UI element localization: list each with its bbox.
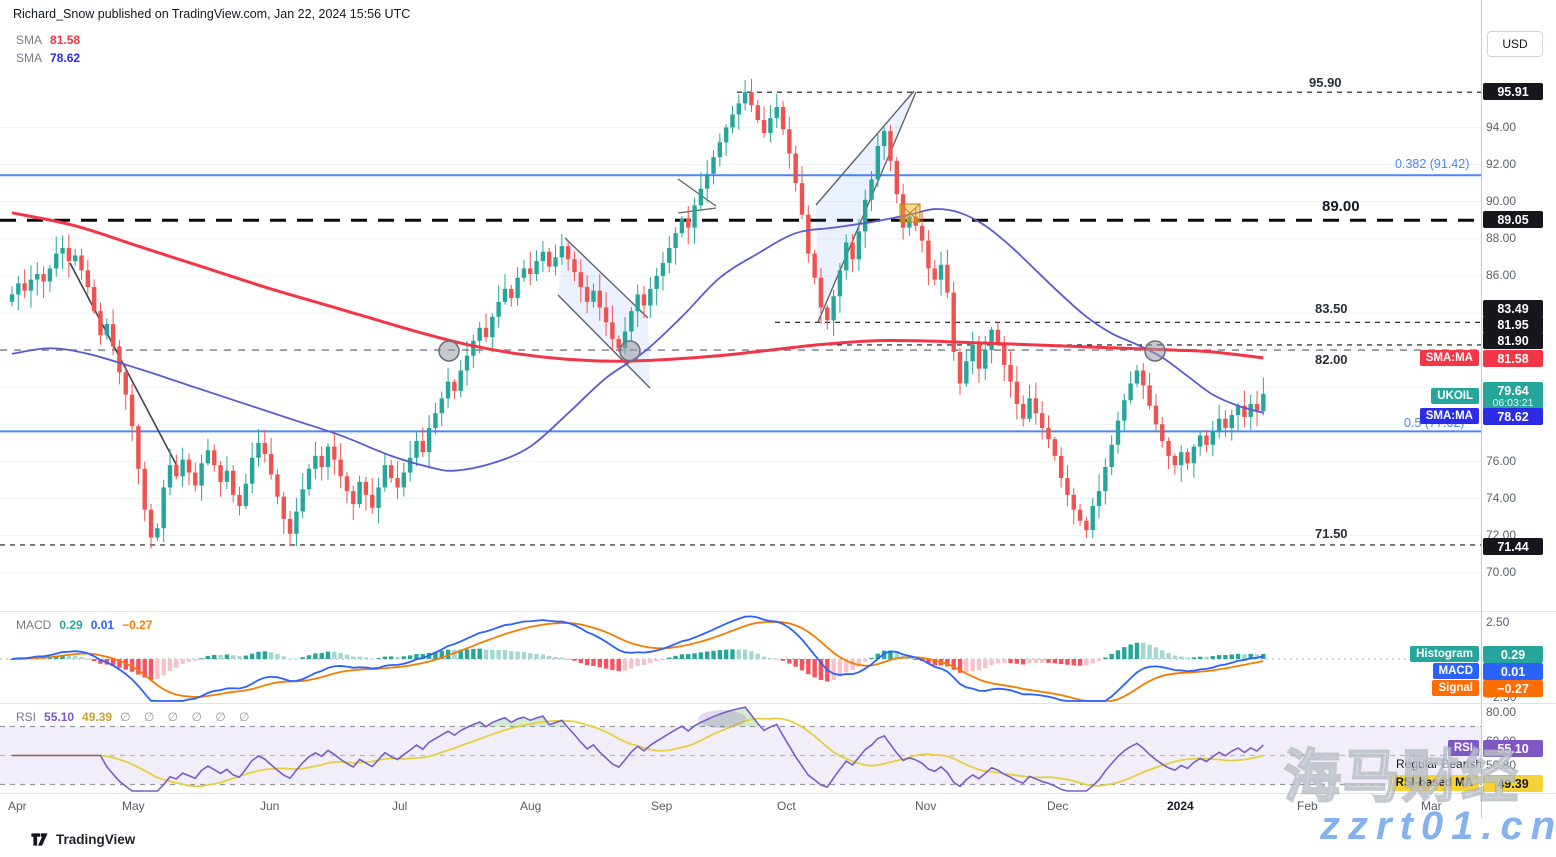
time-axis[interactable] [0,793,1481,820]
axis-value-badge: 78.62 [1483,408,1543,425]
macd-axis-tick: 2.50 [1486,615,1510,629]
price-axis-tick: 94.00 [1486,120,1517,134]
rsi-axis-tick: 80.00 [1486,705,1517,719]
axis-label-badge-rsi[interactable]: RSI [1447,740,1479,756]
time-axis-month: Jul [392,799,408,813]
time-axis-month: Feb [1297,799,1318,813]
level-label-7150: 71.50 [1315,526,1348,541]
axis-label-badge-ukoil[interactable]: UKOIL [1431,388,1479,404]
price-axis-tick: 90.00 [1486,194,1517,208]
price-axis-tick: 88.00 [1486,231,1517,245]
price-axis-tick: 70.00 [1486,565,1517,579]
sma1-legend-row[interactable]: SMA 81.58 [16,33,80,47]
axis-value-badge: 79.64 06:03:21 [1483,382,1543,410]
axis-value-badge: 81.58 [1483,350,1543,367]
time-axis-month: Jun [260,799,280,813]
time-axis-month: Oct [777,799,796,813]
tradingview-logo-icon [31,833,48,846]
time-axis-month: May [122,799,145,813]
axis-value-badge: 55.10 [1483,740,1543,757]
rsi-empty-settings: ∅ ∅ ∅ ∅ ∅ ∅ [120,710,255,724]
axis-label-badge-signal[interactable]: Signal [1432,680,1479,696]
axis-value-badge: 81.95 [1483,316,1543,333]
axis-value-badge: 0.29 [1483,646,1543,663]
axis-value-badge: 0.01 [1483,663,1543,680]
axis-value-badge: 83.49 [1483,300,1543,317]
axis-value-badge: −0.27 [1483,680,1543,697]
rsi-axis-tick: 50.80 [1486,758,1517,772]
fib-382-label: 0.382 (91.42) [1395,157,1470,171]
axis-label-badge-macd[interactable]: MACD [1432,663,1479,679]
rsi-ma-value: 49.39 [82,710,113,724]
rsi-legend-row[interactable]: RSI 55.10 49.39 ∅ ∅ ∅ ∅ ∅ ∅ [16,710,254,724]
macd-signal-value: −0.27 [122,618,153,632]
price-axis-tick: 86.00 [1486,268,1517,282]
level-label-8350: 83.50 [1315,301,1348,316]
rsi-value: 55.10 [44,710,75,724]
rsi-label: RSI [16,710,37,724]
sma1-value: 81.58 [50,33,81,47]
axis-label-badge-sma-ma[interactable]: SMA:MA [1419,350,1479,366]
axis-value-badge: 95.91 [1483,83,1543,100]
macd-label: MACD [16,618,52,632]
axis-value-badge: 49.39 [1483,775,1543,792]
publish-header: Richard_Snow published on TradingView.co… [13,7,411,21]
tradingview-logo[interactable]: TradingView [30,830,135,849]
time-axis-month: Apr [8,799,27,813]
axis-label-badge-histogram[interactable]: Histogram [1410,646,1479,662]
time-axis-month: Aug [520,799,542,813]
axis-label-badge-sma-ma[interactable]: SMA:MA [1419,408,1479,424]
time-axis-month: Sep [651,799,673,813]
price-axis-tick: 74.00 [1486,491,1517,505]
time-axis-month: 2024 [1167,799,1194,813]
sma2-label: SMA [16,51,43,65]
tradingview-logo-text: TradingView [56,832,136,847]
axis-value-badge: 89.05 [1483,211,1543,228]
axis-value-badge: 81.90 [1483,332,1543,349]
time-axis-month: Dec [1047,799,1069,813]
sma2-value: 78.62 [50,51,81,65]
countdown-timer: 06:03:21 [1492,396,1534,409]
sma2-legend-row[interactable]: SMA 78.62 [16,51,80,65]
macd-legend-row[interactable]: MACD 0.29 0.01 −0.27 [16,618,152,632]
time-axis-month: Mar [1421,799,1442,813]
macd-hist-value: 0.29 [59,618,83,632]
level-label-9590: 95.90 [1309,75,1342,90]
axis-value-badge: 71.44 [1483,538,1543,555]
axis-label-badge-rsi-based-ma[interactable]: RSI-based MA [1389,775,1479,791]
rsi-divergence-label: Regular Bearish [1396,757,1483,771]
macd-line-value: 0.01 [90,618,115,632]
time-axis-month: Nov [915,799,937,813]
sma1-label: SMA [16,33,43,47]
price-axis-tick: 76.00 [1486,454,1517,468]
price-axis-tick: 92.00 [1486,157,1517,171]
level-label-8200: 82.00 [1315,352,1348,367]
currency-button[interactable]: USD [1487,31,1543,57]
level-label-8900: 89.00 [1322,198,1360,215]
